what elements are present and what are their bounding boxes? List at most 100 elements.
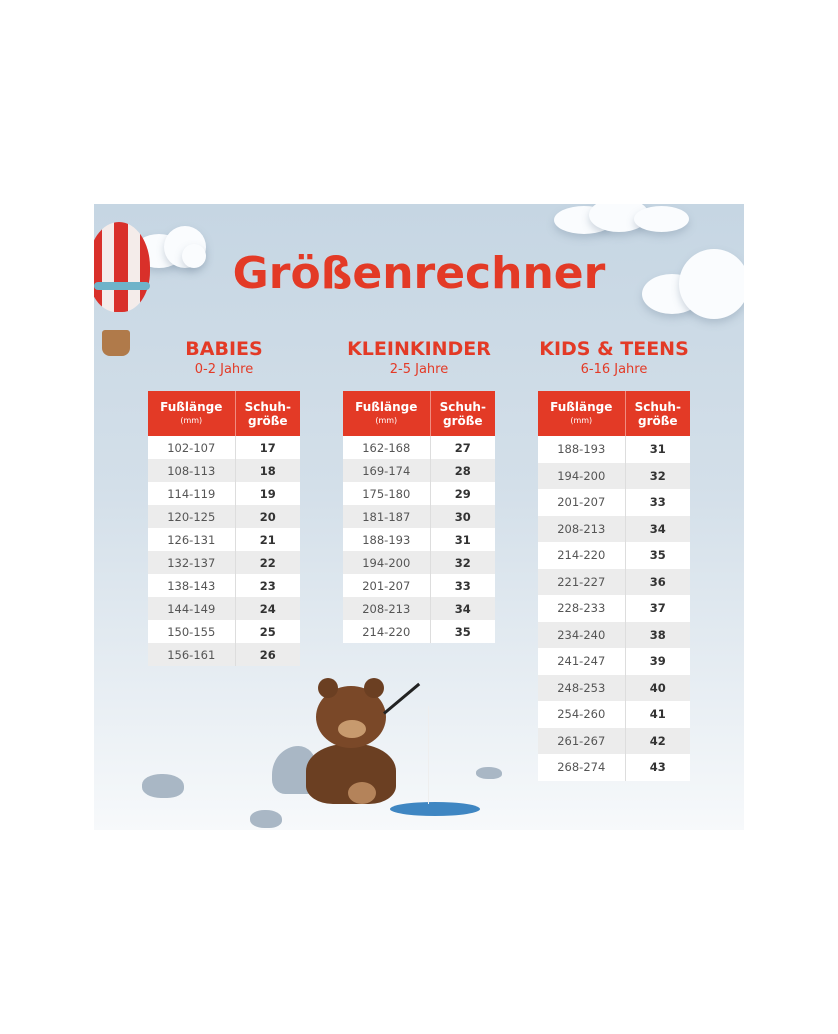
foot-length-cell: 208-213 — [538, 515, 626, 542]
foot-length-cell: 108-113 — [148, 459, 236, 482]
table-row: 150-155 25 — [148, 620, 300, 643]
table-row: 208-213 34 — [538, 515, 690, 542]
table-row: 241-247 39 — [538, 648, 690, 675]
ice-hole-icon — [390, 802, 480, 816]
shoe-size-cell: 37 — [625, 595, 690, 622]
foot-length-cell: 175-180 — [343, 482, 431, 505]
shoe-size-cell: 17 — [235, 436, 300, 459]
rock-icon — [476, 767, 502, 779]
foot-length-cell: 201-207 — [538, 489, 626, 516]
shoe-size-cell: 29 — [430, 482, 495, 505]
shoe-size-cell: 18 — [235, 459, 300, 482]
table-row: 188-193 31 — [538, 436, 690, 463]
table-row: 175-180 29 — [343, 482, 495, 505]
shoe-size-cell: 26 — [235, 643, 300, 666]
foot-length-cell: 194-200 — [343, 551, 431, 574]
foot-length-cell: 228-233 — [538, 595, 626, 622]
header-label: Schuh- — [244, 399, 291, 414]
shoe-size-cell: 19 — [235, 482, 300, 505]
shoe-size-cell: 35 — [625, 542, 690, 569]
shoe-size-cell: 34 — [625, 515, 690, 542]
table-row: 108-113 18 — [148, 459, 300, 482]
table-row: 194-200 32 — [538, 462, 690, 489]
table-row: 162-168 27 — [343, 436, 495, 459]
foot-length-cell: 162-168 — [343, 436, 431, 459]
header-label: Fußlänge — [160, 399, 223, 414]
size-table: Fußlänge (mm) Schuh-größe 162-168 27 169-17… — [343, 391, 495, 643]
header-label: größe — [442, 413, 483, 428]
shoe-size-cell: 23 — [235, 574, 300, 597]
table-row: 156-161 26 — [148, 643, 300, 666]
foot-length-cell: 188-193 — [343, 528, 431, 551]
table-row: 214-220 35 — [538, 542, 690, 569]
shoe-size-cell: 41 — [625, 701, 690, 728]
header-foot-length: Fußlänge (mm) — [148, 391, 236, 436]
header-shoe-size: Schuh-größe — [430, 391, 495, 436]
size-table: Fußlänge (mm) Schuh-größe 102-107 17 108-11… — [148, 391, 300, 666]
table-row: 138-143 23 — [148, 574, 300, 597]
table-row: 126-131 21 — [148, 528, 300, 551]
shoe-size-cell: 31 — [625, 436, 690, 463]
shoe-size-cell: 31 — [430, 528, 495, 551]
header-foot-length: Fußlänge (mm) — [343, 391, 431, 436]
size-group-1: KLEINKINDER 2-5 Jahre Fußlänge (mm) Schuh… — [343, 338, 495, 643]
shoe-size-cell: 32 — [625, 462, 690, 489]
header-label: Schuh- — [634, 399, 681, 414]
table-row: 194-200 32 — [343, 551, 495, 574]
foot-length-cell: 114-119 — [148, 482, 236, 505]
foot-length-cell: 156-161 — [148, 643, 236, 666]
group-age: 2-5 Jahre — [389, 362, 449, 377]
rock-icon — [250, 810, 282, 828]
table-row: 188-193 31 — [343, 528, 495, 551]
foot-length-cell: 221-227 — [538, 568, 626, 595]
page-title: Größenrechner — [232, 248, 606, 299]
header-unit: (mm) — [570, 415, 593, 425]
foot-length-cell: 169-174 — [343, 459, 431, 482]
size-group-2: KIDS & TEENS 6-16 Jahre Fußlänge (mm) Sch… — [538, 338, 690, 781]
foot-length-cell: 138-143 — [148, 574, 236, 597]
shoe-size-cell: 38 — [625, 621, 690, 648]
table-row: 169-174 28 — [343, 459, 495, 482]
foot-length-cell: 268-274 — [538, 754, 626, 781]
foot-length-cell: 201-207 — [343, 574, 431, 597]
group-title: BABIES — [185, 338, 263, 360]
table-row: 261-267 42 — [538, 727, 690, 754]
foot-length-cell: 120-125 — [148, 505, 236, 528]
shoe-size-cell: 27 — [430, 436, 495, 459]
header-shoe-size: Schuh-größe — [625, 391, 690, 436]
table-row: 201-207 33 — [538, 489, 690, 516]
header-unit: (mm) — [375, 415, 398, 425]
shoe-size-cell: 34 — [430, 597, 495, 620]
size-group-0: BABIES 0-2 Jahre Fußlänge (mm) Schuh-größ… — [148, 338, 300, 666]
shoe-size-cell: 39 — [625, 648, 690, 675]
shoe-size-cell: 43 — [625, 754, 690, 781]
foot-length-cell: 254-260 — [538, 701, 626, 728]
shoe-size-cell: 24 — [235, 597, 300, 620]
foot-length-cell: 261-267 — [538, 727, 626, 754]
header-label: Fußlänge — [550, 399, 613, 414]
rock-icon — [142, 774, 184, 798]
header-foot-length: Fußlänge (mm) — [538, 391, 626, 436]
group-age: 0-2 Jahre — [194, 362, 254, 377]
foot-length-cell: 126-131 — [148, 528, 236, 551]
size-chart-panel: Größenrechner BABIES 0-2 Jahre Fußlänge(… — [94, 204, 744, 830]
shoe-size-cell: 40 — [625, 674, 690, 701]
table-row: 201-207 33 — [343, 574, 495, 597]
shoe-size-cell: 32 — [430, 551, 495, 574]
header-unit: (mm) — [180, 415, 203, 425]
table-row: 228-233 37 — [538, 595, 690, 622]
header-label: größe — [247, 413, 288, 428]
header-label: größe — [637, 413, 678, 428]
foot-length-cell: 144-149 — [148, 597, 236, 620]
table-row: 248-253 40 — [538, 674, 690, 701]
table-row: 144-149 24 — [148, 597, 300, 620]
foot-length-cell: 102-107 — [148, 436, 236, 459]
shoe-size-cell: 33 — [430, 574, 495, 597]
table-row: 214-220 35 — [343, 620, 495, 643]
foot-length-cell: 214-220 — [538, 542, 626, 569]
shoe-size-cell: 28 — [430, 459, 495, 482]
shoe-size-cell: 25 — [235, 620, 300, 643]
table-row: 208-213 34 — [343, 597, 495, 620]
shoe-size-cell: 36 — [625, 568, 690, 595]
foot-length-cell: 208-213 — [343, 597, 431, 620]
